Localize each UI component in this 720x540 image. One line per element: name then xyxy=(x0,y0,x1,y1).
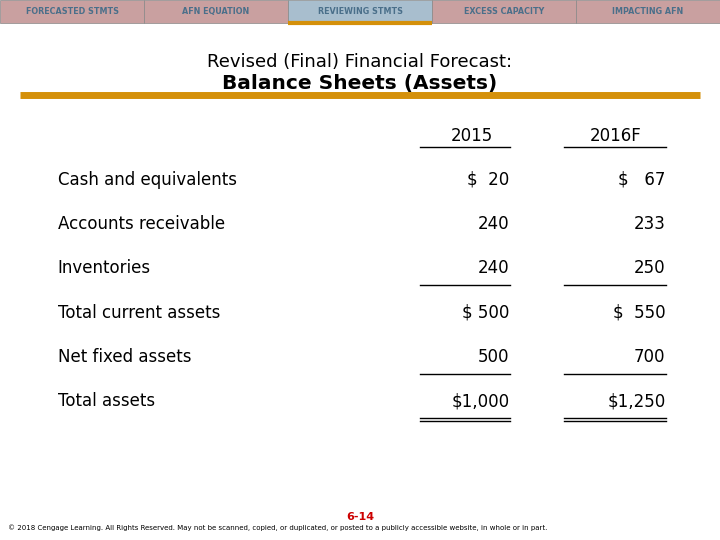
Text: © 2018 Cengage Learning. All Rights Reserved. May not be scanned, copied, or dup: © 2018 Cengage Learning. All Rights Rese… xyxy=(8,525,547,531)
Text: $1,250: $1,250 xyxy=(608,392,665,410)
Bar xyxy=(0,0,144,23)
Text: Cash and equivalents: Cash and equivalents xyxy=(58,171,237,189)
Text: $1,000: $1,000 xyxy=(451,392,510,410)
Text: FORECASTED STMTS: FORECASTED STMTS xyxy=(25,7,119,16)
Text: REVIEWING STMTS: REVIEWING STMTS xyxy=(318,7,402,16)
Text: 6-14: 6-14 xyxy=(346,512,374,522)
Text: 700: 700 xyxy=(634,348,665,366)
Text: 2016F: 2016F xyxy=(590,126,642,145)
Text: Net fixed assets: Net fixed assets xyxy=(58,348,191,366)
Bar xyxy=(432,0,576,23)
Text: IMPACTING AFN: IMPACTING AFN xyxy=(613,7,683,16)
Text: Total assets: Total assets xyxy=(58,392,155,410)
Bar xyxy=(576,0,720,23)
Text: 2015: 2015 xyxy=(451,126,492,145)
Text: 233: 233 xyxy=(634,215,665,233)
Text: 500: 500 xyxy=(478,348,510,366)
Text: $  550: $ 550 xyxy=(613,303,665,322)
Bar xyxy=(288,0,432,23)
Text: Balance Sheets (Assets): Balance Sheets (Assets) xyxy=(222,74,498,93)
Text: Accounts receivable: Accounts receivable xyxy=(58,215,225,233)
Text: $   67: $ 67 xyxy=(618,171,665,189)
Text: 250: 250 xyxy=(634,259,665,278)
Text: Revised (Final) Financial Forecast:: Revised (Final) Financial Forecast: xyxy=(207,53,513,71)
Text: $  20: $ 20 xyxy=(467,171,510,189)
Text: 240: 240 xyxy=(478,215,510,233)
Text: EXCESS CAPACITY: EXCESS CAPACITY xyxy=(464,7,544,16)
Text: $ 500: $ 500 xyxy=(462,303,510,322)
Text: AFN EQUATION: AFN EQUATION xyxy=(182,7,250,16)
Bar xyxy=(144,0,288,23)
Text: 240: 240 xyxy=(478,259,510,278)
Text: Total current assets: Total current assets xyxy=(58,303,220,322)
Text: Inventories: Inventories xyxy=(58,259,150,278)
